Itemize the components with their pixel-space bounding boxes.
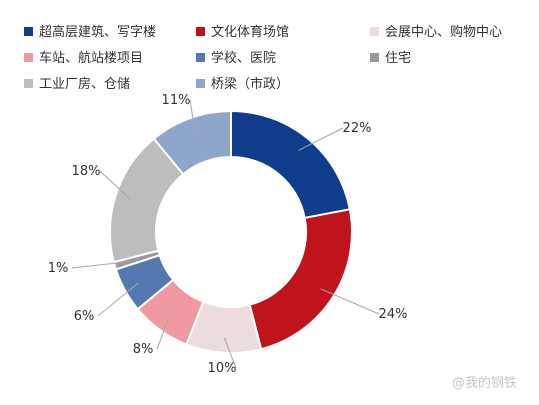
leader-line bbox=[189, 99, 196, 133]
legend-label: 超高层建筑、写字楼 bbox=[39, 24, 156, 40]
legend-swatch bbox=[24, 27, 33, 36]
legend-swatch bbox=[196, 79, 205, 88]
legend-swatch bbox=[24, 53, 33, 62]
legend-label: 住宅 bbox=[385, 51, 411, 66]
donut-slice bbox=[152, 109, 232, 176]
slice-percentage-label: 10% bbox=[208, 361, 237, 376]
legend-label: 桥梁（市政） bbox=[211, 76, 289, 92]
slice-percentage-label: 6% bbox=[74, 309, 95, 324]
watermark: @我的钢铁 bbox=[452, 375, 517, 391]
leader-line bbox=[298, 127, 344, 151]
legend-label: 文化体育场馆 bbox=[211, 24, 289, 40]
slice-percentage-label: 11% bbox=[162, 93, 191, 108]
slice-percentage-label: 18% bbox=[72, 164, 101, 179]
legend-label: 工业厂房、仓储 bbox=[39, 76, 130, 92]
legend-swatch bbox=[370, 53, 379, 62]
slice-percentage-label: 22% bbox=[343, 121, 372, 136]
legend-label: 车站、航站楼项目 bbox=[39, 50, 143, 66]
leader-line bbox=[320, 288, 380, 315]
slice-percentage-label: 1% bbox=[48, 261, 69, 276]
leader-line bbox=[156, 317, 170, 350]
label-leader-lines bbox=[71, 99, 380, 369]
percentage-labels: 22% 24% 10% 8% 6% 1% 18% 11% bbox=[48, 93, 408, 376]
leader-line bbox=[97, 282, 139, 317]
donut-slice bbox=[248, 208, 353, 351]
leader-line bbox=[223, 337, 237, 369]
legend-swatch bbox=[196, 27, 205, 36]
leader-line bbox=[99, 170, 131, 200]
donut-slice bbox=[230, 109, 352, 220]
legend-label: 学校、医院 bbox=[211, 50, 276, 66]
leader-line bbox=[71, 261, 130, 269]
slice-percentage-label: 24% bbox=[379, 307, 408, 322]
legend-swatch bbox=[196, 53, 205, 62]
donut-slices bbox=[109, 109, 353, 354]
legend-swatch bbox=[370, 27, 379, 36]
legend-swatch bbox=[24, 79, 33, 88]
slice-percentage-label: 8% bbox=[133, 342, 154, 357]
legend-label: 会展中心、购物中心 bbox=[385, 24, 502, 40]
